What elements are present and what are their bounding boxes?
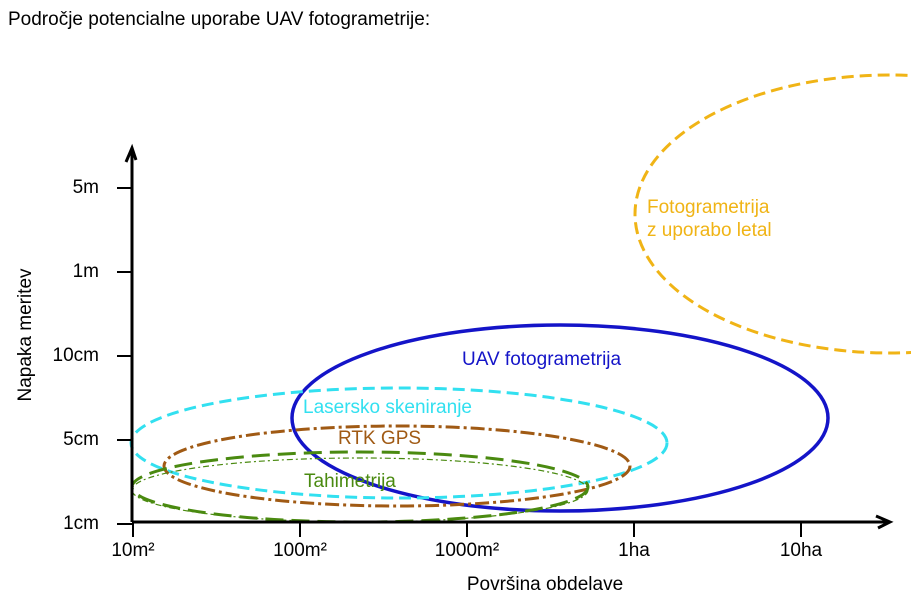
x-tick-label: 10m² [111,540,154,561]
y-tick-label: 1m [73,261,99,282]
y-arrow [124,143,138,163]
region-label: Tahimetrija [304,471,396,492]
region-label: z uporabo letal [647,220,772,241]
axes [124,143,894,530]
x-arrow [875,514,894,530]
region-rtk [162,424,632,508]
y-tick-label: 5m [73,177,99,198]
y-tick-label: 1cm [63,513,99,534]
y-tick-label: 10cm [53,345,99,366]
region-label: Fotogrametrija [647,197,770,218]
x-axis-label: Površina obdelave [467,574,623,595]
regions-shapes [129,73,911,524]
x-tick-label: 100m² [273,540,327,561]
region-aerial [633,73,911,355]
x-tick-label: 1ha [618,540,650,561]
title: Področje potencialne uporabe UAV fotogra… [8,9,430,30]
region-label: Lasersko skeniranje [303,397,472,418]
y-tick-label: 5cm [63,429,99,450]
region-uav [290,323,830,513]
region-label: RTK GPS [338,428,421,449]
y-axis-label: Napaka meritev [15,268,36,402]
x-tick-label: 10ha [780,540,823,561]
region-label: UAV fotogrametrija [462,349,622,370]
x-tick-label: 1000m² [435,540,499,561]
